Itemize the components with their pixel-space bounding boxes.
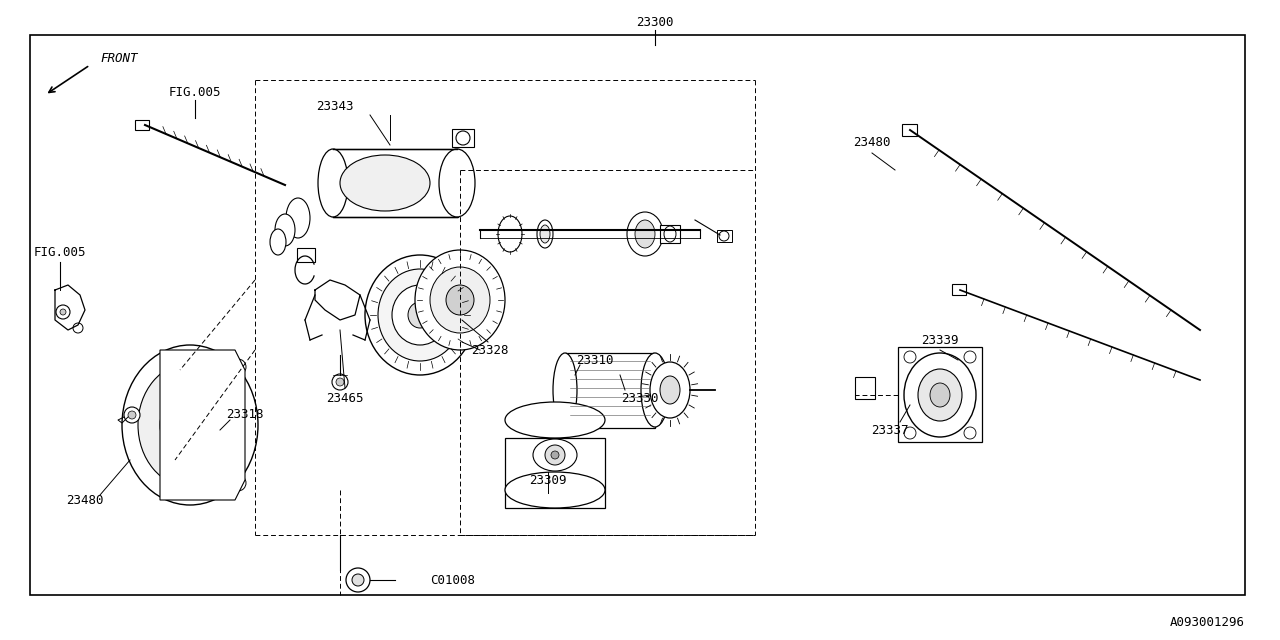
Bar: [717, 230, 732, 242]
Bar: [902, 124, 916, 136]
Ellipse shape: [275, 214, 294, 246]
Ellipse shape: [392, 285, 448, 345]
Circle shape: [124, 407, 140, 423]
Ellipse shape: [498, 216, 522, 252]
Ellipse shape: [365, 255, 475, 375]
Ellipse shape: [553, 353, 577, 427]
Ellipse shape: [378, 269, 462, 361]
Text: FIG.005: FIG.005: [169, 86, 221, 99]
Ellipse shape: [138, 363, 242, 487]
Text: 23330: 23330: [621, 392, 659, 404]
Circle shape: [964, 427, 977, 439]
Ellipse shape: [506, 472, 605, 508]
Bar: [452, 129, 474, 147]
Ellipse shape: [650, 362, 690, 418]
Text: 23480: 23480: [854, 136, 891, 150]
Ellipse shape: [532, 439, 577, 471]
Text: 23318: 23318: [227, 408, 264, 422]
Ellipse shape: [340, 155, 430, 211]
Ellipse shape: [430, 267, 490, 333]
Text: 23310: 23310: [576, 353, 613, 367]
Text: 23337: 23337: [872, 424, 909, 436]
Ellipse shape: [352, 574, 364, 586]
Bar: [297, 248, 315, 262]
Text: FRONT: FRONT: [100, 51, 137, 65]
Ellipse shape: [635, 220, 655, 248]
Circle shape: [719, 231, 730, 241]
Ellipse shape: [904, 353, 977, 437]
Text: 23328: 23328: [471, 344, 508, 356]
Bar: [134, 120, 148, 130]
Circle shape: [550, 451, 559, 459]
Ellipse shape: [270, 229, 285, 255]
Text: 23480: 23480: [67, 493, 104, 506]
Bar: [660, 225, 680, 243]
Ellipse shape: [664, 226, 676, 242]
Bar: [855, 377, 876, 399]
Ellipse shape: [415, 250, 506, 350]
Ellipse shape: [627, 212, 663, 256]
Circle shape: [230, 475, 246, 491]
Ellipse shape: [175, 407, 205, 443]
Text: 23339: 23339: [922, 333, 959, 346]
Ellipse shape: [346, 568, 370, 592]
Circle shape: [904, 427, 916, 439]
Ellipse shape: [317, 149, 348, 217]
Circle shape: [73, 323, 83, 333]
Ellipse shape: [538, 220, 553, 248]
Ellipse shape: [931, 383, 950, 407]
Bar: [506, 438, 605, 508]
Ellipse shape: [160, 389, 220, 461]
Polygon shape: [160, 350, 244, 500]
Circle shape: [230, 359, 246, 375]
Circle shape: [545, 445, 564, 465]
Ellipse shape: [445, 285, 474, 315]
Circle shape: [56, 305, 70, 319]
Circle shape: [964, 351, 977, 363]
Text: C01008: C01008: [430, 573, 475, 586]
Bar: [333, 149, 458, 217]
Circle shape: [904, 351, 916, 363]
Text: 23465: 23465: [326, 392, 364, 404]
Bar: [899, 347, 982, 442]
Ellipse shape: [641, 353, 669, 427]
Bar: [29, 35, 1245, 595]
Text: 23343: 23343: [316, 100, 353, 113]
Bar: [952, 284, 966, 295]
Text: 23309: 23309: [529, 474, 567, 486]
Circle shape: [456, 131, 470, 145]
Text: A093001296: A093001296: [1170, 616, 1245, 628]
Circle shape: [335, 378, 344, 386]
Ellipse shape: [122, 345, 259, 505]
Ellipse shape: [182, 403, 218, 447]
Bar: [564, 353, 655, 428]
Circle shape: [128, 411, 136, 419]
Ellipse shape: [439, 149, 475, 217]
Ellipse shape: [918, 369, 963, 421]
Ellipse shape: [540, 225, 550, 243]
Text: 23300: 23300: [636, 15, 673, 29]
Ellipse shape: [660, 376, 680, 404]
Ellipse shape: [506, 402, 605, 438]
Circle shape: [332, 374, 348, 390]
Circle shape: [60, 309, 67, 315]
Ellipse shape: [165, 383, 236, 467]
Text: FIG.005: FIG.005: [33, 246, 86, 259]
Ellipse shape: [285, 198, 310, 238]
Ellipse shape: [408, 302, 433, 328]
